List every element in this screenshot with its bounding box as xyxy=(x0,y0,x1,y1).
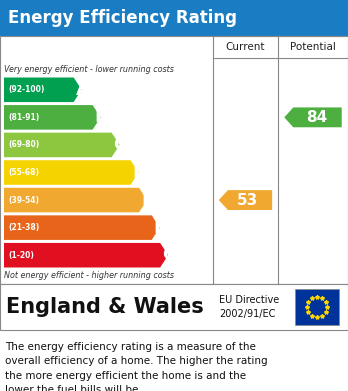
Polygon shape xyxy=(4,188,147,212)
Text: Not energy efficient - higher running costs: Not energy efficient - higher running co… xyxy=(4,271,174,280)
Text: (55-68): (55-68) xyxy=(8,168,39,177)
Polygon shape xyxy=(4,215,160,240)
Text: C: C xyxy=(113,136,127,154)
Text: 53: 53 xyxy=(237,193,258,208)
Polygon shape xyxy=(4,77,82,102)
Text: Potential: Potential xyxy=(290,42,336,52)
Text: 84: 84 xyxy=(306,110,327,125)
Text: A: A xyxy=(76,81,89,99)
Text: Very energy efficient - lower running costs: Very energy efficient - lower running co… xyxy=(4,66,174,75)
Text: F: F xyxy=(154,219,166,237)
Text: (1-20): (1-20) xyxy=(8,251,34,260)
Text: G: G xyxy=(162,246,177,264)
Text: (21-38): (21-38) xyxy=(8,223,39,232)
Polygon shape xyxy=(4,160,139,185)
Text: (69-80): (69-80) xyxy=(8,140,39,149)
Text: (92-100): (92-100) xyxy=(8,85,45,94)
Polygon shape xyxy=(4,105,101,130)
Text: EU Directive
2002/91/EC: EU Directive 2002/91/EC xyxy=(219,295,279,319)
Text: B: B xyxy=(95,108,108,126)
Polygon shape xyxy=(219,190,272,210)
Text: D: D xyxy=(133,163,148,181)
Text: England & Wales: England & Wales xyxy=(6,297,204,317)
Bar xyxy=(0,284,348,330)
Bar xyxy=(295,289,339,325)
Text: Energy Efficiency Rating: Energy Efficiency Rating xyxy=(8,9,237,27)
Polygon shape xyxy=(4,243,168,267)
Bar xyxy=(0,0,348,36)
Polygon shape xyxy=(284,108,342,127)
Polygon shape xyxy=(4,133,120,157)
Text: (81-91): (81-91) xyxy=(8,113,39,122)
Text: (39-54): (39-54) xyxy=(8,196,39,204)
Text: E: E xyxy=(141,191,153,209)
Text: The energy efficiency rating is a measure of the
overall efficiency of a home. T: The energy efficiency rating is a measur… xyxy=(5,342,268,391)
Bar xyxy=(0,36,348,284)
Text: Current: Current xyxy=(226,42,265,52)
